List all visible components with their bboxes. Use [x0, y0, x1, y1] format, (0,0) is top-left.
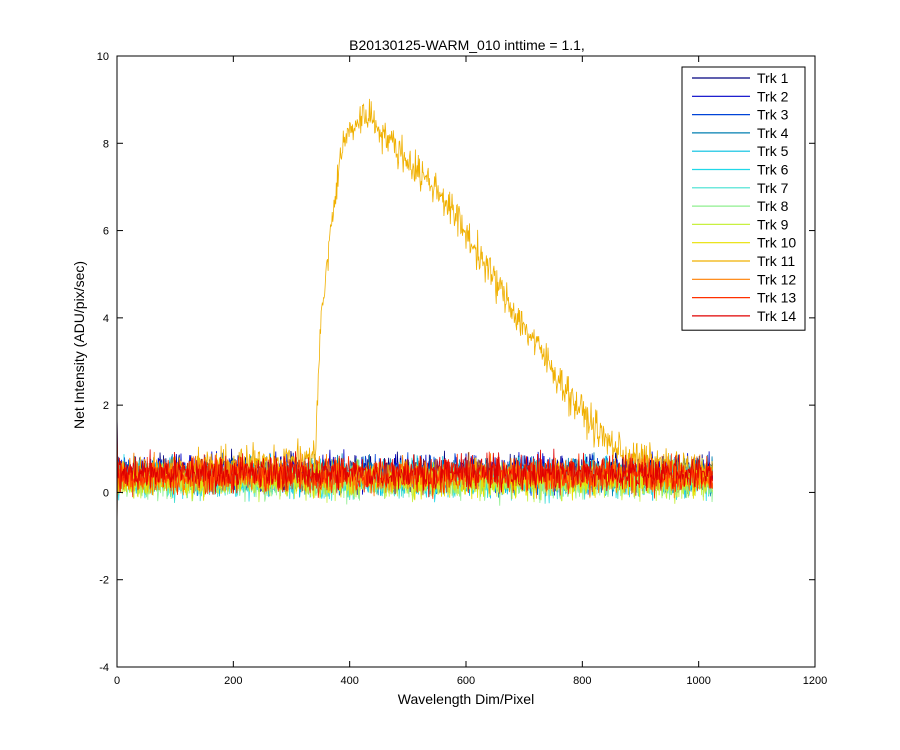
legend-entry-label: Trk 4 — [757, 125, 789, 141]
series-line-11 — [116, 98, 714, 492]
x-tick-label: 1200 — [803, 675, 827, 687]
legend-entry-label: Trk 3 — [757, 107, 789, 123]
legend-entry-label: Trk 6 — [757, 162, 789, 178]
legend-entry-label: Trk 10 — [757, 235, 796, 251]
legend-entry-label: Trk 14 — [757, 308, 796, 324]
legend: Trk 1 Trk 2 Trk 3 Trk 4 Trk 5 Trk 6 Trk 7 Trk 8… — [681, 66, 806, 331]
x-tick-label: 200 — [224, 675, 242, 687]
x-axis-label: Wavelength Dim/Pixel — [398, 691, 534, 707]
plot-series-group — [116, 98, 714, 530]
legend-entry-label: Trk 8 — [757, 198, 789, 214]
y-tick-label: 2 — [103, 400, 109, 412]
y-tick-label: 8 — [103, 138, 109, 150]
legend-entry-label: Trk 13 — [757, 290, 796, 306]
legend-entry-label: Trk 2 — [757, 88, 789, 104]
y-tick-label: 4 — [103, 313, 109, 325]
y-axis-label: Net Intensity (ADU/pix/sec) — [71, 261, 87, 429]
x-axis: 0 200 400 600 800 1000 1200 — [114, 56, 827, 687]
y-tick-label: -4 — [99, 662, 109, 674]
x-tick-label: 800 — [573, 675, 591, 687]
legend-entry-label: Trk 9 — [757, 216, 789, 232]
legend-entry-label: Trk 12 — [757, 271, 796, 287]
legend-entry-label: Trk 7 — [757, 180, 789, 196]
legend-box — [681, 66, 806, 331]
chart-title: B20130125-WARM_010 inttime = 1.1, — [349, 37, 585, 53]
y-tick-label: 0 — [103, 487, 109, 499]
y-tick-label: 6 — [103, 226, 109, 238]
legend-entry-label: Trk 11 — [757, 253, 795, 269]
x-tick-label: 400 — [340, 675, 358, 687]
y-tick-label: -2 — [99, 575, 109, 587]
legend-entry-label: Trk 5 — [757, 143, 789, 159]
legend-entry-label: Trk 1 — [757, 70, 789, 86]
x-tick-label: 600 — [457, 675, 475, 687]
x-tick-label: 0 — [114, 675, 120, 687]
y-tick-label: 10 — [97, 51, 109, 63]
y-axis: -4 -2 0 2 4 6 8 10 — [97, 51, 815, 674]
series-line-14 — [116, 410, 714, 498]
x-tick-label: 1000 — [686, 675, 710, 687]
